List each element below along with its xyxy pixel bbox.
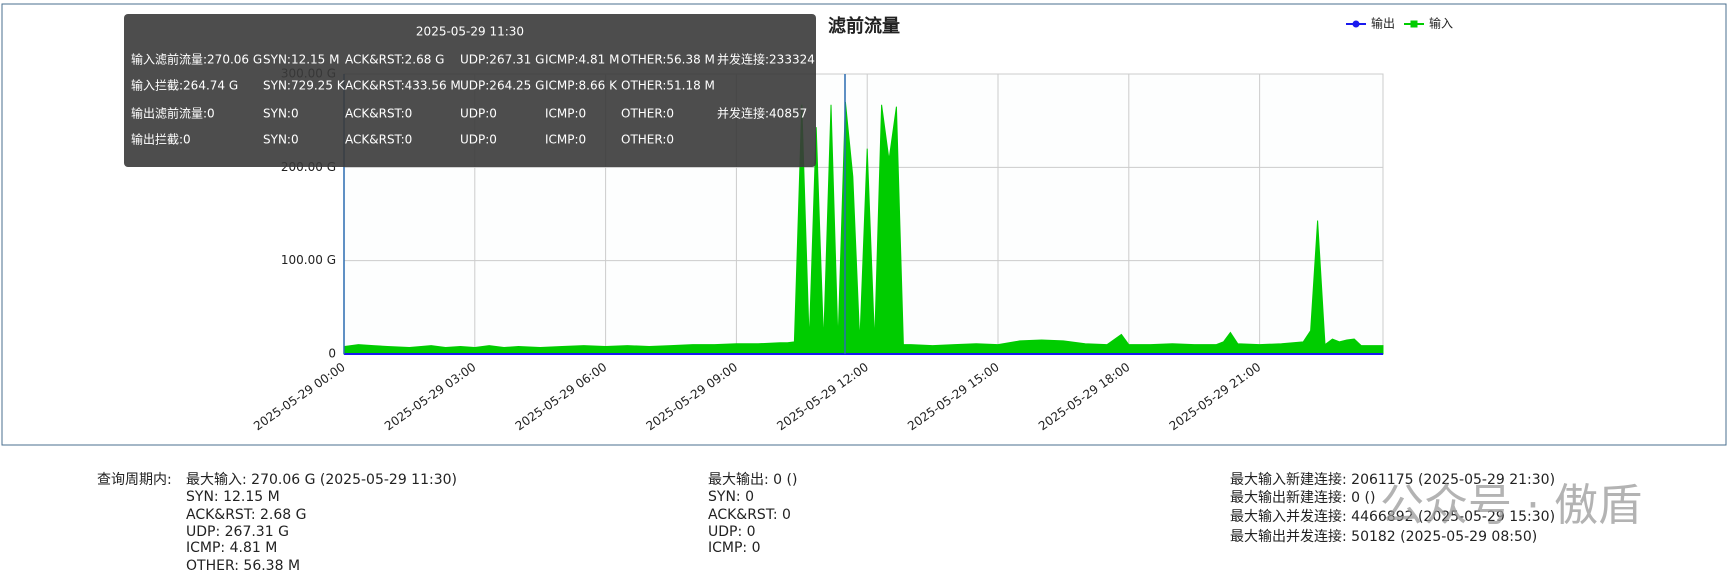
summary-line: UDP: 267.31 G [186, 524, 289, 540]
tooltip-cell: SYN:12.15 M [263, 53, 340, 67]
summary-line: 最大输入: 270.06 G (2025-05-29 11:30) [186, 472, 457, 488]
legend: 输出 输入 [1346, 16, 1453, 31]
summary-label: 查询周期内: [97, 472, 172, 488]
summary-line: OTHER: 56.38 M [186, 558, 300, 574]
chart-title: 滤前流量 [828, 15, 900, 37]
summary-line: ACK&RST: 2.68 G [186, 507, 306, 523]
tooltip-cell: OTHER:0 [621, 133, 674, 147]
watermark: 公众号 · 傲盾 [1380, 480, 1642, 531]
tooltip-cell: UDP:264.25 G [460, 79, 544, 93]
tooltip-cell: 输出拦截:0 [131, 132, 191, 147]
tooltip-cell: OTHER:51.18 M [621, 79, 715, 93]
summary-line: 最大输出并发连接: 50182 (2025-05-29 08:50) [1230, 528, 1537, 545]
y-tick-label: 100.00 G [281, 253, 336, 267]
tooltip-cell: ACK&RST:433.56 M [345, 79, 461, 93]
summary-line: SYN: 0 [708, 489, 754, 505]
summary-line: ICMP: 4.81 M [186, 540, 277, 556]
tooltip-cell: 输入滤前流量:270.06 G [131, 52, 262, 67]
tooltip-cell: SYN:0 [263, 133, 299, 147]
summary-line: ACK&RST: 0 [708, 507, 791, 523]
legend-marker [1410, 20, 1418, 28]
summary: 查询周期内: 最大输入: 270.06 G (2025-05-29 11:30)… [97, 471, 1555, 574]
tooltip-cell: UDP:0 [460, 133, 497, 147]
summary-line: 最大输出新建连接: 0 () [1230, 489, 1375, 506]
summary-line: 最大输入新建连接: 2061175 (2025-05-29 21:30) [1230, 471, 1555, 488]
summary-line: 最大输出: 0 () [708, 472, 797, 488]
tooltip-cell: SYN:0 [263, 107, 299, 121]
tooltip-cell: OTHER:56.38 M [621, 53, 715, 67]
tooltip-cell: ICMP:0 [545, 107, 586, 121]
tooltip-cell: SYN:729.25 K [263, 79, 346, 93]
summary-line: UDP: 0 [708, 524, 756, 540]
summary-line: SYN: 12.15 M [186, 489, 280, 505]
legend-marker [1352, 20, 1360, 28]
tooltip-cell: ICMP:8.66 K [545, 79, 618, 93]
tooltip-cell: UDP:0 [460, 107, 497, 121]
tooltip-cell: 输入拦截:264.74 G [131, 78, 238, 93]
tooltip-cell: 并发连接:40857 [717, 106, 807, 121]
summary-line: ICMP: 0 [708, 540, 761, 556]
tooltip-cell: ACK&RST:0 [345, 107, 412, 121]
tooltip-cell: ICMP:0 [545, 133, 586, 147]
tooltip-cell: ACK&RST:2.68 G [345, 53, 444, 67]
tooltip-cell: OTHER:0 [621, 107, 674, 121]
tooltip-cell: 并发连接:233324 [717, 52, 815, 67]
tooltip-box [124, 14, 816, 167]
tooltip-title: 2025-05-29 11:30 [416, 25, 524, 39]
y-tick-label: 0 [328, 347, 336, 361]
legend-label: 输入 [1429, 16, 1453, 31]
tooltip-cell: ACK&RST:0 [345, 133, 412, 147]
tooltip-cell: UDP:267.31 G [460, 53, 544, 67]
legend-label: 输出 [1371, 16, 1395, 31]
tooltip-cell: 输出滤前流量:0 [131, 106, 215, 121]
area-series [343, 101, 1384, 355]
summary-line: 最大输入并发连接: 4466892 (2025-05-29 15:30) [1230, 508, 1555, 525]
tooltip-cell: ICMP:4.81 M [545, 53, 619, 67]
tooltip: 2025-05-29 11:30 输入滤前流量:270.06 G SYN:12.1… [131, 25, 815, 147]
